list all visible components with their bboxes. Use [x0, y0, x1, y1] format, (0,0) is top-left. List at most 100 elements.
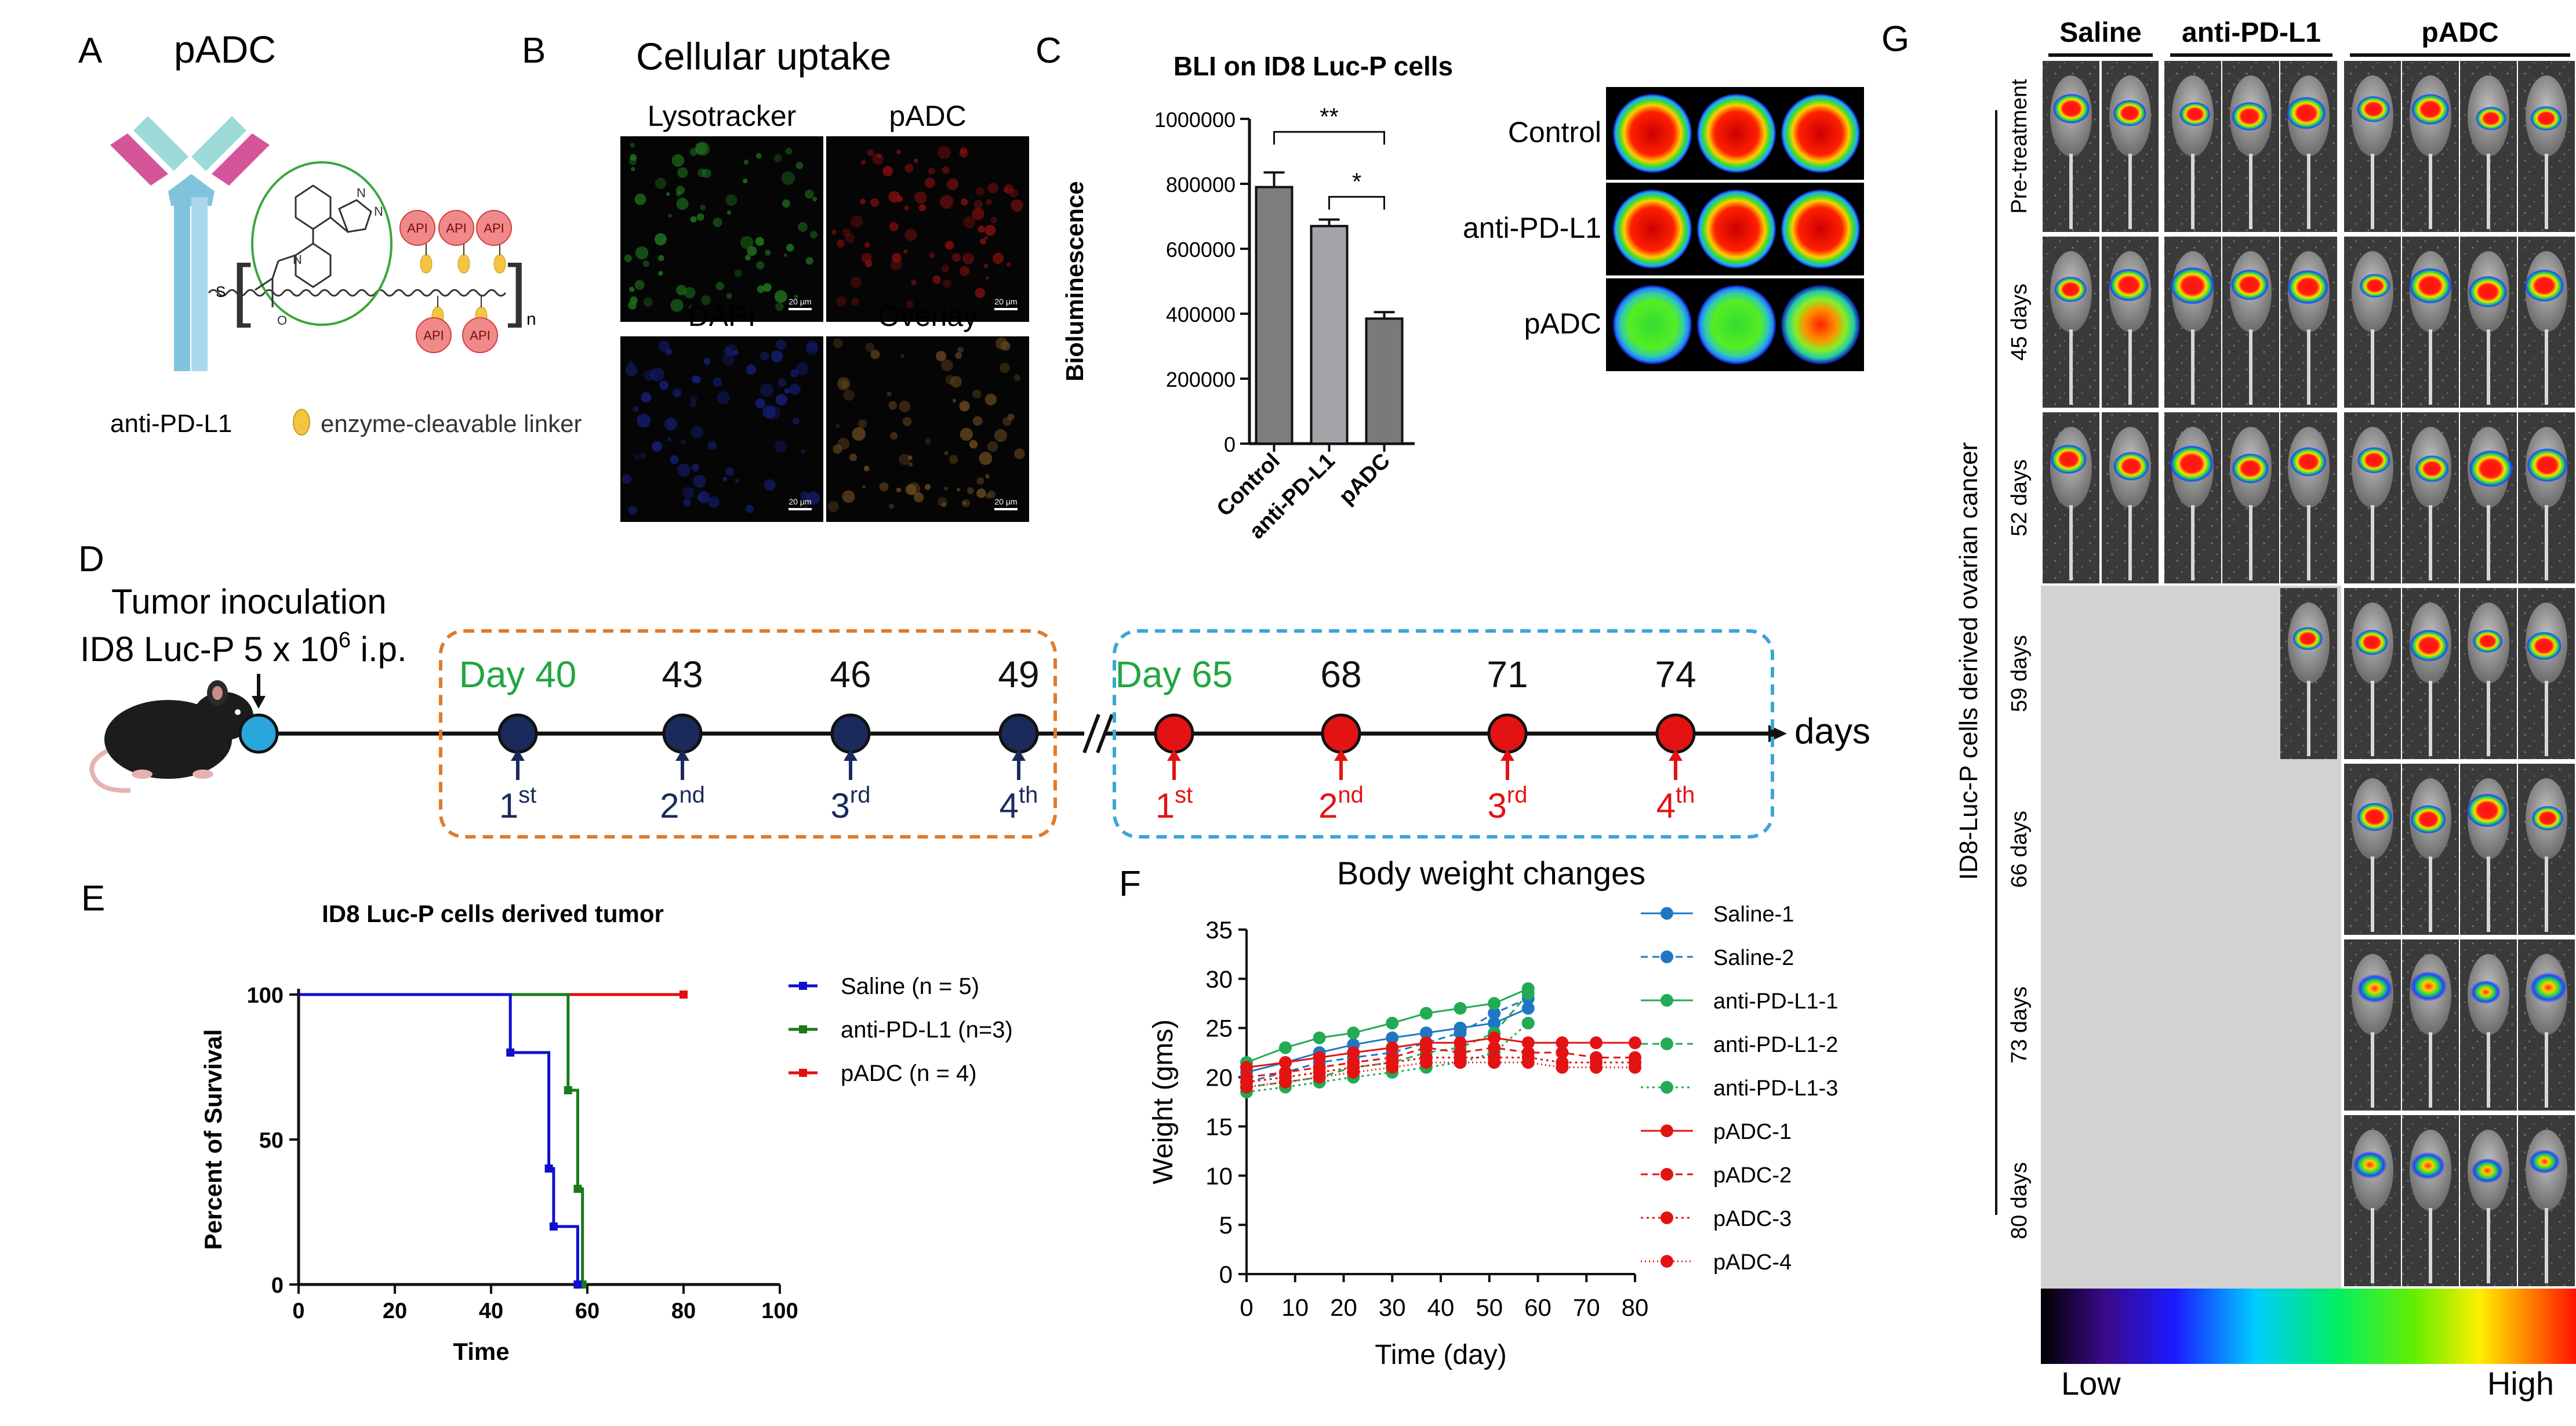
- micro-cell: [635, 246, 649, 260]
- weight-point: [1419, 1007, 1433, 1020]
- days-label: days: [1794, 712, 1870, 752]
- micro-cell: [849, 453, 858, 462]
- panel-g: G Saline anti-PD-L1 pADC Pre-treatment 45 da…: [1881, 17, 2576, 1402]
- bli-signal: [2410, 971, 2448, 1002]
- micro-cell: [979, 238, 986, 245]
- weight-point: [1313, 1051, 1326, 1064]
- x-tick-label: 0: [292, 1299, 304, 1323]
- micro-cell: [658, 271, 663, 276]
- x-axis-label: Time (day): [1375, 1340, 1507, 1370]
- weight-point: [1590, 1036, 1603, 1050]
- micro-cell: [888, 191, 900, 203]
- micro-cell: [775, 339, 787, 350]
- micro-label: Overlay: [878, 300, 978, 332]
- micro-cell: [877, 154, 882, 159]
- micro-cell: [979, 452, 993, 465]
- micro-cell: [723, 347, 732, 356]
- x-tick-label: 30: [1379, 1294, 1406, 1321]
- micro-cell: [945, 241, 954, 250]
- bli-signal: [2357, 447, 2391, 474]
- bli-signal: [2410, 804, 2447, 834]
- empty-region: [2041, 760, 2341, 1289]
- micro-cell: [907, 455, 913, 460]
- panel-letter-b: B: [522, 31, 546, 71]
- mouse-tail: [2191, 329, 2194, 405]
- chart-title: ID8 Luc-P cells derived tumor: [322, 900, 664, 927]
- legend-marker: [1661, 1124, 1673, 1137]
- micro-cell: [622, 474, 631, 484]
- api-label-4: API: [423, 328, 444, 343]
- x-tick-label: 40: [479, 1299, 503, 1323]
- cycle-box: [1113, 629, 1774, 839]
- bli-well: [1613, 94, 1692, 173]
- micro-cell: [746, 505, 754, 513]
- weight-point: [1279, 1041, 1292, 1054]
- micro-cell: [960, 147, 968, 154]
- uptake-title: Cellular uptake: [636, 35, 891, 78]
- micro-cell: [993, 252, 1004, 264]
- weight-point: [1347, 1066, 1360, 1079]
- micro-cell: [905, 484, 917, 495]
- micro-cell: [722, 353, 735, 366]
- micro-cell: [806, 491, 820, 505]
- survival-line: [299, 993, 584, 1285]
- bli-signal: [2109, 268, 2149, 302]
- bracket-right: ]: [507, 251, 526, 328]
- micro-cell: [624, 254, 633, 263]
- micro-cell: [755, 153, 762, 159]
- micro-cell: [697, 494, 703, 500]
- weight-point: [1386, 1041, 1399, 1054]
- mouse-graphic: [89, 680, 253, 793]
- micro-cell: [764, 479, 776, 491]
- weight-point: [1488, 1007, 1501, 1020]
- bli-well: [1781, 285, 1860, 364]
- weight-point: [1488, 1041, 1501, 1054]
- micro-cell: [985, 474, 990, 479]
- dose-dot: [1154, 713, 1194, 754]
- micro-cell: [659, 380, 669, 390]
- micro-label: pADC: [889, 100, 966, 132]
- legend-marker: [1661, 1255, 1673, 1268]
- dose-arrowhead: [1669, 749, 1683, 761]
- micro-cell: [762, 405, 776, 419]
- legend-marker: [1661, 1037, 1673, 1050]
- y-tick-label: 0: [1219, 1261, 1233, 1288]
- micro-cell: [987, 183, 999, 194]
- micro-cell: [641, 392, 652, 403]
- micro-cell: [961, 499, 970, 507]
- dose-day-label: 68: [1320, 654, 1361, 695]
- micro-cell: [796, 362, 809, 375]
- micro-cell: [795, 162, 804, 169]
- dose-ordinal: 1st: [499, 782, 537, 825]
- micro-cell: [914, 158, 918, 164]
- legend-marker: [1661, 1211, 1673, 1224]
- weight-line: [1246, 993, 1529, 1088]
- bli-signal: [2359, 273, 2391, 298]
- micro-cell: [842, 490, 855, 503]
- micro-cell: [1009, 188, 1019, 198]
- bli-signal: [2528, 1149, 2560, 1174]
- micro-cell: [835, 423, 840, 428]
- micro-cell: [845, 233, 855, 244]
- bli-signal: [2356, 802, 2393, 832]
- micro-cell: [630, 143, 635, 148]
- micro-cell: [1011, 199, 1023, 212]
- mouse-tail: [2429, 1208, 2432, 1283]
- legend-marker: [799, 1025, 807, 1033]
- micro-cell: [634, 193, 646, 205]
- bli-signal: [2410, 1152, 2446, 1180]
- dose-day-label: 43: [662, 654, 703, 695]
- micro-cell: [932, 275, 941, 284]
- weight-point: [1454, 1002, 1467, 1015]
- dose-ordinal: 4th: [1656, 782, 1695, 825]
- micro-cell: [755, 237, 764, 246]
- micro-image: [620, 336, 823, 522]
- micro-cell: [628, 505, 637, 515]
- micro-cell: [670, 455, 679, 464]
- micro-cell: [962, 252, 975, 264]
- bli-signal: [2292, 626, 2323, 651]
- weight-point: [1419, 1026, 1433, 1040]
- micro-cell: [630, 154, 637, 161]
- micro-cell: [805, 342, 819, 355]
- dose-dot: [1321, 713, 1361, 754]
